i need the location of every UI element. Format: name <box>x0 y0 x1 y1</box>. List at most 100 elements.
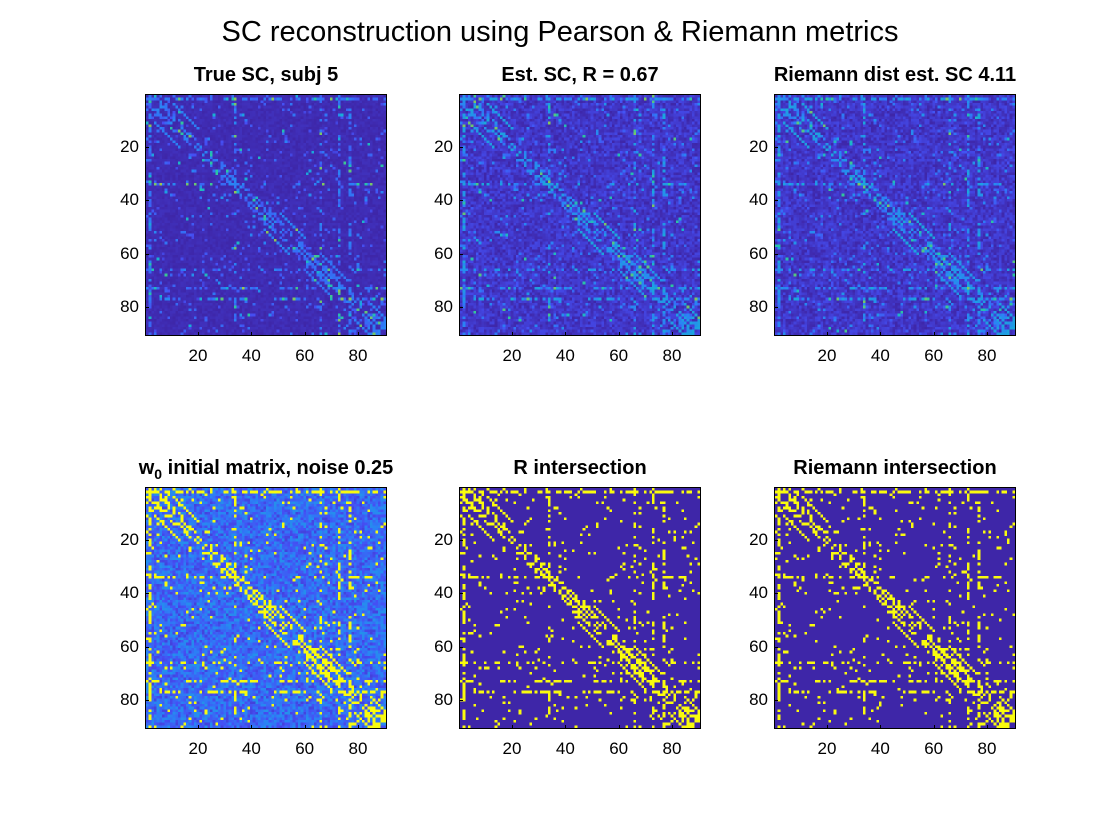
y-tick-mark <box>146 593 149 595</box>
x-tick-mark <box>933 725 935 728</box>
panel-riemann-intersection: Riemann intersection 20 40 60 80 20 40 60 80 <box>749 457 1016 758</box>
x-tick-label: 80 <box>348 739 368 758</box>
y-tick-mark <box>146 700 149 701</box>
y-tick-label: 60 <box>120 243 139 263</box>
y-tick-mark <box>146 646 149 648</box>
x-tick-mark <box>512 332 513 335</box>
panel-riemann-est-sc: Riemann dist est. SC 4.11 20 40 60 80 20 40 60… <box>749 64 1016 365</box>
y-tick-mark <box>146 253 149 255</box>
y-tick-mark <box>146 200 149 202</box>
panel-r-intersection: R intersection 20 40 60 80 20 40 60 80 <box>434 457 701 758</box>
panel-title: Est. SC, R = 0.67 <box>501 64 659 86</box>
x-tick-label: 60 <box>609 739 629 758</box>
x-tick-label: 20 <box>502 739 522 758</box>
panel-title-sub: 0 <box>154 466 163 482</box>
x-tick-mark <box>358 725 359 728</box>
panel-title: Riemann dist est. SC 4.11 <box>773 64 1017 86</box>
x-tick-label: 60 <box>295 739 315 758</box>
panel-true-sc: True SC, subj 5 20 40 60 80 20 40 60 80 <box>120 64 387 365</box>
y-tick-label: 20 <box>749 530 768 549</box>
y-tick-label: 20 <box>120 530 139 549</box>
x-tick-mark <box>565 332 567 335</box>
heatmap-true-sc <box>145 94 387 336</box>
y-tick-mark <box>146 307 149 308</box>
x-tick-mark <box>880 725 882 728</box>
x-tick-mark <box>987 332 988 335</box>
x-tick-label: 40 <box>241 346 261 365</box>
y-tick-mark <box>775 540 778 541</box>
x-tick-mark <box>987 725 988 728</box>
y-tick-label: 60 <box>434 636 453 656</box>
x-tick-mark <box>198 332 199 335</box>
y-tick-mark <box>146 540 149 541</box>
y-tick-label: 60 <box>434 243 453 263</box>
x-tick-label: 40 <box>870 346 890 365</box>
x-tick-label: 60 <box>924 739 944 758</box>
x-tick-mark <box>827 332 828 335</box>
x-tick-label: 20 <box>502 346 522 365</box>
x-tick-label: 60 <box>924 346 944 365</box>
figure-title: SC reconstruction using Pearson & Rieman… <box>221 16 899 48</box>
heatmap-riemann-est-sc <box>774 94 1016 336</box>
y-tick-mark <box>460 307 463 308</box>
x-tick-label: 20 <box>817 346 837 365</box>
x-tick-label: 20 <box>817 739 837 758</box>
y-tick-label: 40 <box>749 190 768 210</box>
y-tick-label: 20 <box>749 137 768 156</box>
x-tick-mark <box>565 725 567 728</box>
y-tick-mark <box>460 253 463 255</box>
y-tick-label: 40 <box>434 583 453 603</box>
y-tick-mark <box>460 646 463 648</box>
x-tick-label: 60 <box>295 346 315 365</box>
x-tick-mark <box>304 725 306 728</box>
y-tick-label: 60 <box>749 636 768 656</box>
y-tick-label: 20 <box>120 137 139 156</box>
x-tick-mark <box>672 332 673 335</box>
x-tick-mark <box>672 725 673 728</box>
x-tick-mark <box>618 725 620 728</box>
x-tick-label: 80 <box>348 346 368 365</box>
y-tick-label: 40 <box>120 583 139 603</box>
y-tick-label: 40 <box>434 190 453 210</box>
heatmap-r-intersection <box>459 487 701 729</box>
panel-title: Riemann intersection <box>793 457 997 479</box>
y-tick-mark <box>460 593 463 595</box>
panel-title: R intersection <box>513 457 647 479</box>
x-tick-mark <box>251 332 253 335</box>
y-tick-mark <box>775 700 778 701</box>
y-tick-label: 60 <box>120 636 139 656</box>
panel-title-rest: initial matrix, noise 0.25 <box>162 457 394 479</box>
x-tick-label: 40 <box>555 346 575 365</box>
y-tick-mark <box>460 700 463 701</box>
x-tick-mark <box>933 332 935 335</box>
y-tick-label: 80 <box>120 690 139 709</box>
heatmap-est-sc <box>459 94 701 336</box>
x-tick-mark <box>251 725 253 728</box>
y-tick-label: 20 <box>434 530 453 549</box>
y-tick-mark <box>775 200 778 202</box>
x-tick-label: 20 <box>188 346 208 365</box>
panel-est-sc: Est. SC, R = 0.67 20 40 60 80 20 40 60 80 <box>434 64 701 365</box>
y-tick-label: 80 <box>434 297 453 316</box>
x-tick-mark <box>512 725 513 728</box>
heatmap-initial-matrix <box>145 487 387 729</box>
x-tick-label: 40 <box>870 739 890 758</box>
y-tick-mark <box>460 200 463 202</box>
x-tick-label: 80 <box>662 346 682 365</box>
panel-title-main: w <box>138 457 155 479</box>
x-tick-label: 80 <box>977 739 997 758</box>
panel-initial-matrix: w0 initial matrix, noise 0.25 20 40 60 80 20… <box>120 457 393 758</box>
y-tick-mark <box>775 593 778 595</box>
y-tick-mark <box>775 253 778 255</box>
y-tick-label: 40 <box>120 190 139 210</box>
x-tick-mark <box>358 332 359 335</box>
y-tick-label: 80 <box>120 297 139 316</box>
y-tick-label: 60 <box>749 243 768 263</box>
y-tick-mark <box>460 147 463 148</box>
x-tick-mark <box>880 332 882 335</box>
x-tick-mark <box>827 725 828 728</box>
x-tick-label: 80 <box>662 739 682 758</box>
heatmap-riemann-intersection <box>774 487 1016 729</box>
x-tick-label: 60 <box>609 346 629 365</box>
y-tick-label: 20 <box>434 137 453 156</box>
